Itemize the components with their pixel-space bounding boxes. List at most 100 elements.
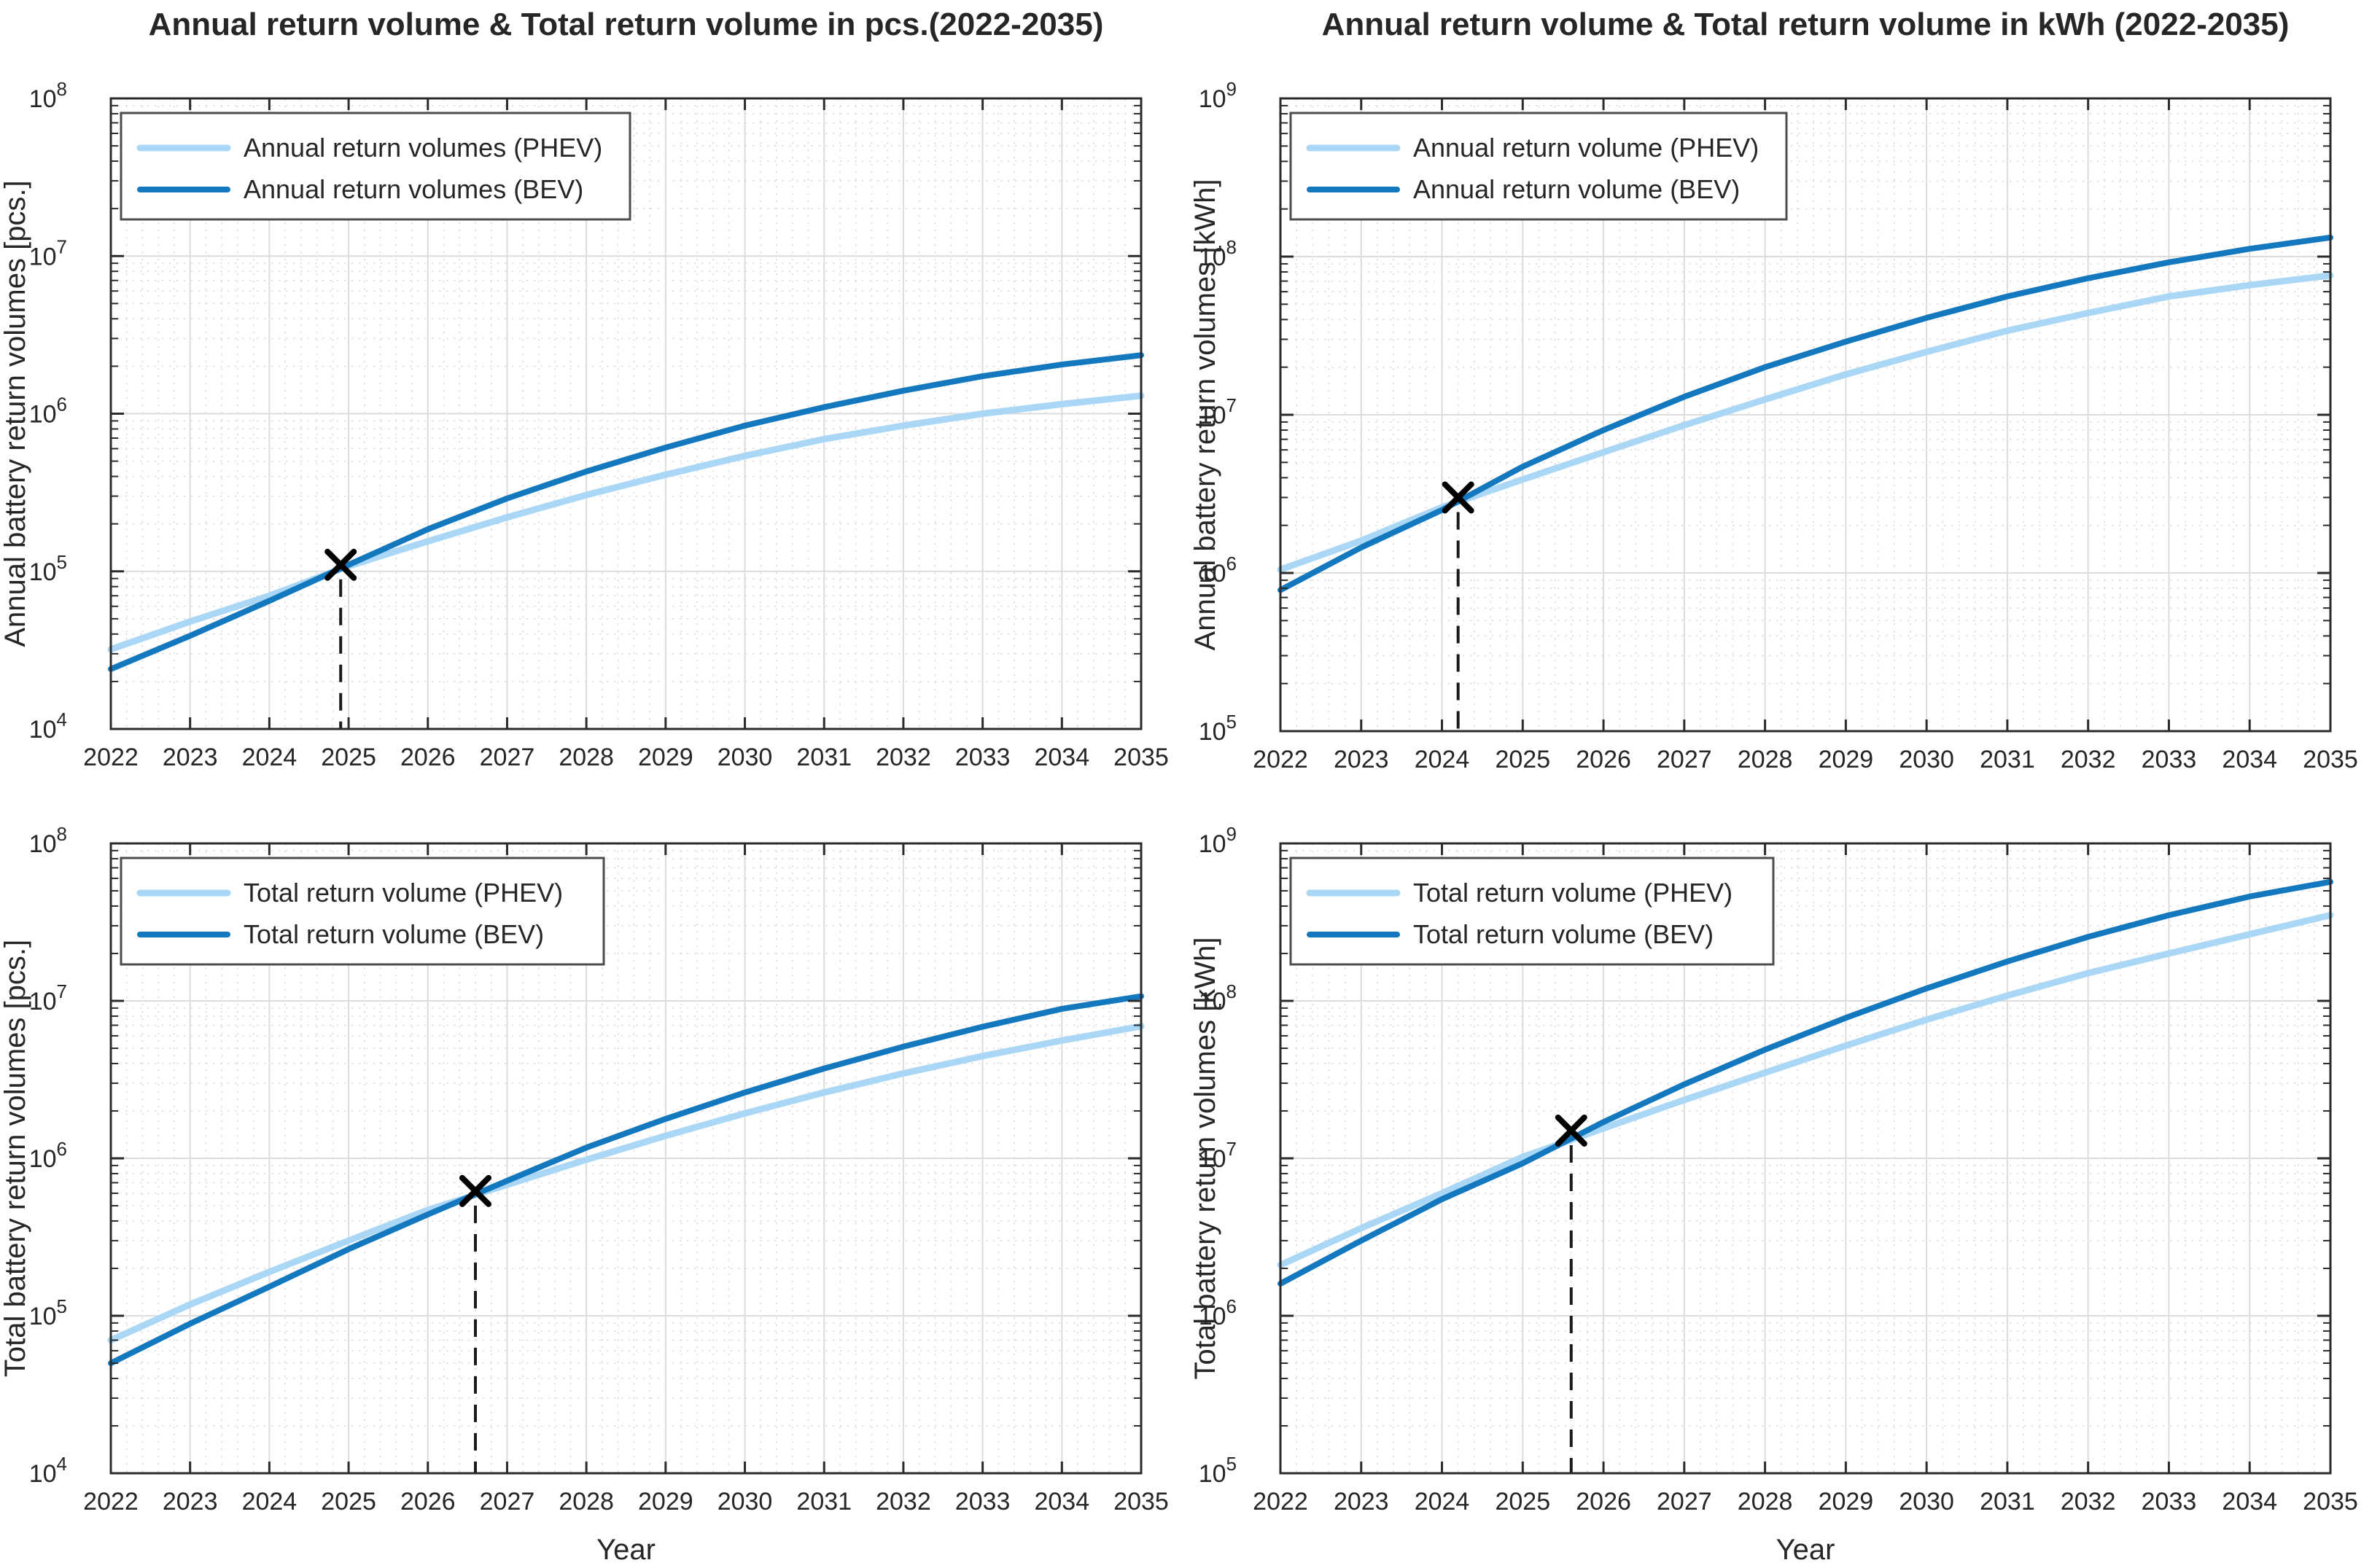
x-axis-label: Year (1776, 1534, 1835, 1564)
x-tick-label: 2025 (321, 744, 376, 771)
x-tick-label: 2026 (1576, 746, 1631, 773)
x-tick-label: 2034 (1034, 1488, 1089, 1516)
y-tick-label: 109 (1199, 78, 1237, 113)
x-tick-label: 2022 (1253, 746, 1308, 773)
x-tick-label: 2031 (796, 744, 852, 771)
y-tick-label: 106 (29, 394, 67, 429)
x-tick-label: 2035 (2303, 1488, 2358, 1516)
x-tick-label: 2023 (163, 744, 218, 771)
chart-title: Annual return volume & Total return volu… (149, 7, 1104, 42)
series-line-phev-annual-pcs (107, 392, 1145, 653)
legend-label: Total return volume (BEV) (244, 919, 544, 949)
x-tick-label: 2035 (2303, 746, 2358, 773)
axis-minor-ticks (1280, 849, 2330, 1427)
legend-label: Total return volume (PHEV) (244, 878, 563, 908)
crossover-x-marker (1555, 1114, 1587, 1147)
chart-total-pcs: 2022 2023 2024 2025 2026 2027 2028 2029 2030 2031… (0, 823, 1169, 1566)
x-tick-label: 2032 (876, 744, 931, 771)
y-tick-label: 109 (1199, 823, 1237, 858)
legend: Total return volume (PHEV) Total return v… (120, 857, 605, 966)
series-line-bev-annual-kwh (1278, 234, 2333, 593)
x-tick-label: 2026 (400, 1488, 456, 1516)
x-tick-label: 2029 (1819, 1488, 1874, 1516)
series-line-bev-annual-pcs (108, 352, 1144, 672)
x-tick-label: 2028 (1738, 1488, 1793, 1516)
y-tick-label: 106 (29, 1138, 67, 1173)
y-axis-label: Annual battery return volumes [pcs.] (0, 180, 31, 647)
x-tick-label: 2025 (1495, 1488, 1550, 1516)
x-tick-label: 2027 (1657, 1488, 1712, 1516)
axis-minor-ticks (111, 104, 1141, 682)
series-line-phev-total-pcs (107, 1023, 1145, 1343)
x-tick-label: 2032 (876, 1488, 931, 1516)
y-axis-label: Total battery return volumes [kWh] (1190, 937, 1221, 1380)
x-tick-label: 2028 (559, 744, 614, 771)
x-tick-label: 2024 (1415, 746, 1470, 773)
x-tick-label: 2024 (242, 1488, 298, 1516)
legend-box (1289, 112, 1788, 221)
subplot-annual-kwh: 2022 2023 2024 2025 2026 2027 2028 2029 2030 2031… (1189, 0, 2380, 824)
x-axis-label: Year (596, 1534, 656, 1564)
axis-ticks (109, 97, 1143, 730)
legend-label: Annual return volume (BEV) (1413, 174, 1740, 204)
y-tick-label: 108 (29, 823, 67, 858)
series-line-bev-total-pcs (108, 993, 1144, 1367)
y-axis-label: Annual battery return volumes [kWh] (1190, 179, 1221, 651)
x-tick-label: 2022 (83, 1488, 139, 1516)
x-tick-label: 2033 (2142, 746, 2197, 773)
x-tick-label: 2025 (321, 1488, 376, 1516)
y-tick-label: 107 (29, 235, 67, 270)
x-tick-label: 2026 (400, 744, 456, 771)
x-tick-label: 2026 (1576, 1488, 1631, 1516)
legend-label: Annual return volume (PHEV) (1413, 133, 1759, 163)
x-tick-label: 2028 (559, 1488, 614, 1516)
legend-label: Total return volume (PHEV) (1413, 878, 1732, 908)
x-tick-label: 2031 (1980, 746, 2035, 773)
x-tick-label: 2024 (1415, 1488, 1470, 1516)
y-tick-label: 105 (29, 551, 67, 586)
x-tick-label: 2030 (718, 1488, 773, 1516)
axis-minor-ticks (1280, 104, 2330, 684)
x-tick-label: 2029 (1819, 746, 1874, 773)
chart-title: Annual return volume & Total return volu… (1322, 7, 2290, 42)
subplot-total-kwh: 2022 2023 2024 2025 2026 2027 2028 2029 2030 2031… (1189, 782, 2380, 1566)
crossover-x-marker (459, 1174, 491, 1207)
crossover-x-marker (324, 548, 357, 581)
subplot-total-pcs: 2022 2023 2024 2025 2026 2027 2028 2029 2030 2031… (0, 782, 1190, 1566)
x-tick-label: 2032 (2061, 746, 2116, 773)
x-tick-label: 2025 (1495, 746, 1550, 773)
x-tick-label: 2023 (163, 1488, 218, 1516)
legend-box (120, 112, 631, 221)
x-tick-label: 2029 (638, 1488, 693, 1516)
x-tick-label: 2034 (1034, 744, 1089, 771)
legend: Annual return volume (PHEV) Annual return… (1289, 112, 1788, 221)
axis-ticks (1279, 842, 2332, 1475)
x-tick-label: 2028 (1738, 746, 1793, 773)
axis-ticks (109, 842, 1143, 1475)
y-tick-label: 105 (1199, 1453, 1237, 1488)
x-tick-label: 2030 (1899, 746, 1954, 773)
y-tick-label: 105 (29, 1295, 67, 1330)
x-tick-label: 2033 (955, 744, 1011, 771)
x-tick-label: 2027 (480, 1488, 535, 1516)
y-tick-label: 104 (29, 709, 67, 744)
series-line-phev-total-kwh (1277, 911, 2334, 1268)
chart-annual-pcs: 2022 2023 2024 2025 2026 2027 2028 2029 2030 2031… (0, 7, 1169, 822)
x-tick-label: 2030 (718, 744, 773, 771)
legend-label: Annual return volumes (PHEV) (244, 133, 602, 163)
x-tick-label: 2033 (955, 1488, 1011, 1516)
x-tick-label: 2027 (1657, 746, 1712, 773)
series-line-bev-total-kwh (1278, 878, 2333, 1287)
legend-label: Total return volume (BEV) (1413, 919, 1714, 949)
y-tick-label: 105 (1199, 711, 1237, 746)
axis-minor-ticks (111, 849, 1141, 1427)
chart-total-kwh: 2022 2023 2024 2025 2026 2027 2028 2029 2030 2031… (1189, 823, 2358, 1566)
legend-box (120, 857, 605, 966)
y-axis-label: Total battery return volumes [pcs.] (0, 940, 31, 1377)
x-tick-label: 2023 (1334, 746, 1389, 773)
chart-annual-kwh: 2022 2023 2024 2025 2026 2027 2028 2029 2030 2031… (1189, 7, 2358, 824)
legend: Total return volume (PHEV) Total return v… (1289, 857, 1775, 966)
x-tick-label: 2034 (2222, 1488, 2277, 1516)
x-tick-label: 2032 (2061, 1488, 2116, 1516)
y-tick-label: 107 (29, 980, 67, 1015)
